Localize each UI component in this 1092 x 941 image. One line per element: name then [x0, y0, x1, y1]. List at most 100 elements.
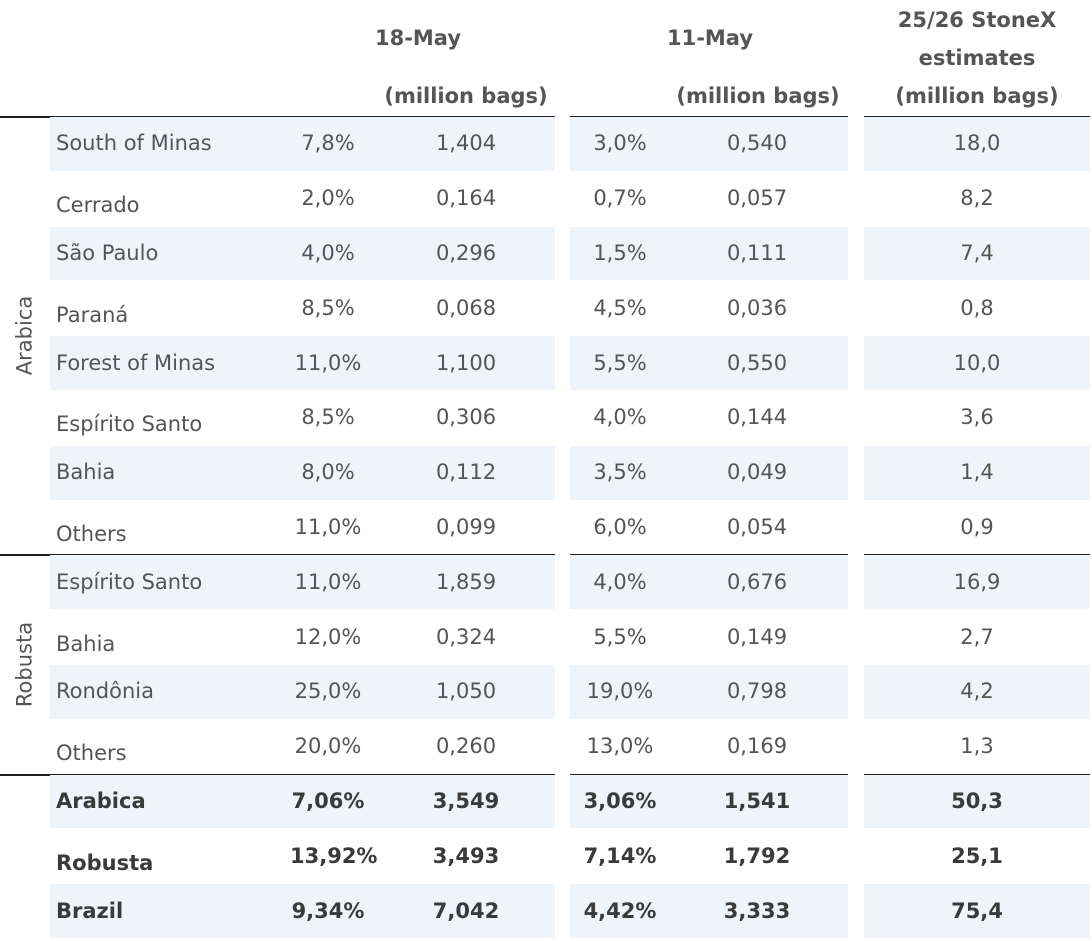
header-col1: 18-May [374, 26, 462, 50]
cell: 3,6 [960, 405, 994, 430]
cell: 8,5% [301, 405, 355, 430]
cell: 75,4 [951, 898, 1003, 923]
cell: 0,068 [435, 295, 497, 320]
row-label: Cerrado [56, 193, 140, 218]
cell: 5,5% [593, 350, 647, 375]
cell: 3,0% [593, 131, 647, 156]
row-label: Arabica [56, 789, 146, 813]
cell: 0,112 [435, 460, 497, 485]
cell: 2,7 [960, 624, 994, 649]
row-shade [50, 445, 555, 500]
cell: 0,149 [726, 624, 788, 649]
cell: 0,7% [593, 186, 647, 211]
row-shade [570, 226, 848, 281]
cell: 7,042 [432, 898, 500, 923]
cell: 6,0% [593, 515, 647, 539]
cell: 4,0% [593, 569, 647, 594]
row-label: Others [56, 522, 127, 546]
row-label: Robusta [56, 850, 154, 875]
row-label: Brazil [56, 898, 124, 923]
cell: 0,049 [726, 460, 788, 485]
row-shade [50, 884, 555, 938]
row-shade [570, 884, 848, 938]
cell: 1,792 [723, 843, 791, 868]
row-label: Rondônia [56, 679, 154, 704]
row-shade [570, 555, 848, 610]
cell: 8,2 [960, 186, 994, 211]
cell: 7,14% [583, 843, 657, 868]
row-label: Espírito Santo [56, 569, 203, 594]
header-col1-unit: (million bags) [384, 84, 548, 108]
cell: 0,540 [726, 131, 788, 156]
cell: 1,5% [593, 241, 647, 265]
cell: 0,099 [435, 515, 497, 539]
cell: 7,4 [960, 241, 994, 265]
row-label: Bahia [56, 460, 116, 485]
row-shade [570, 665, 848, 719]
cell: 0,260 [435, 734, 497, 759]
header-col2: 11-May [666, 26, 754, 50]
cell: 13,0% [586, 734, 654, 759]
cell: 3,333 [723, 898, 791, 923]
row-shade [50, 226, 555, 281]
row-shade [864, 665, 1090, 719]
row-shade [864, 774, 1090, 829]
header-col2-unit: (million bags) [676, 84, 840, 108]
cell: 0,169 [726, 734, 788, 759]
cell: 0,798 [726, 679, 788, 704]
cell: 1,404 [435, 131, 497, 156]
cell: 3,5% [593, 460, 647, 485]
cell: 8,5% [301, 295, 355, 320]
header-col3: estimates [918, 46, 1036, 70]
cell: 11,0% [294, 569, 362, 594]
row-shade [570, 336, 848, 390]
cell: 0,036 [726, 295, 788, 320]
row-shade [864, 884, 1090, 938]
cell: 3,06% [583, 789, 657, 813]
row-label: South of Minas [56, 131, 212, 156]
cell: 1,859 [435, 569, 497, 594]
cell: 2,0% [301, 186, 355, 211]
row-label: Bahia [56, 631, 116, 656]
cell: 7,8% [301, 131, 355, 156]
cell: 1,050 [435, 679, 497, 704]
cell: 0,054 [726, 515, 788, 539]
group-label: Robusta [12, 621, 37, 708]
cell: 4,0% [593, 405, 647, 430]
cell: 19,0% [586, 679, 654, 704]
cell: 4,42% [583, 898, 657, 923]
cell: 50,3 [951, 789, 1003, 813]
cell: 3,549 [432, 789, 500, 813]
header-col3-unit: (million bags) [895, 84, 1059, 108]
row-shade [864, 555, 1090, 610]
row-shade [50, 117, 555, 171]
cell: 11,0% [294, 515, 362, 539]
cell: 12,0% [294, 624, 362, 649]
row-shade [864, 445, 1090, 500]
cell: 0,111 [726, 241, 788, 265]
cell: 18,0 [953, 131, 1001, 156]
cell: 1,3 [960, 734, 994, 759]
cell: 0,8 [960, 295, 994, 320]
row-shade [50, 336, 555, 390]
cell: 13,92% [290, 843, 378, 868]
row-label: Paraná [56, 302, 129, 327]
cell: 1,4 [960, 460, 994, 485]
cell: 0,306 [435, 405, 497, 430]
row-label: Forest of Minas [56, 350, 216, 375]
cell: 0,676 [726, 569, 788, 594]
cell: 0,144 [726, 405, 788, 430]
cell: 0,057 [726, 186, 788, 211]
row-label: São Paulo [56, 241, 159, 265]
row-shade [570, 117, 848, 171]
cell: 1,541 [723, 789, 791, 813]
cell: 0,164 [435, 186, 497, 211]
cell: 0,9 [960, 515, 994, 539]
cell: 11,0% [294, 350, 362, 375]
cell: 0,296 [435, 241, 497, 265]
cell: 0,324 [435, 624, 497, 649]
row-shade [50, 774, 555, 829]
cell: 8,0% [301, 460, 355, 485]
cell: 7,06% [291, 789, 365, 813]
